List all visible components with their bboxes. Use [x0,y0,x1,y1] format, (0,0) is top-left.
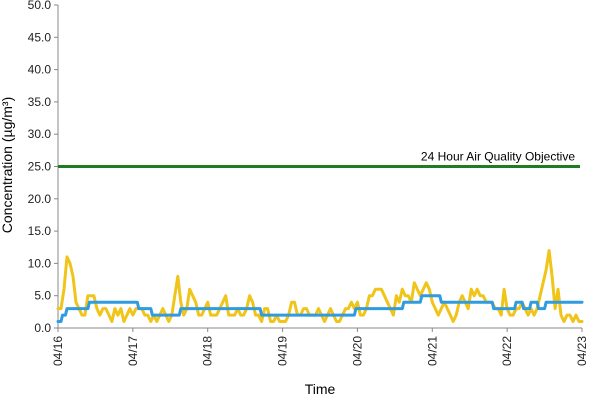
y-tick-label: 50.0 [28,0,52,12]
y-tick-label: 30.0 [28,127,52,141]
x-axis-title: Time [305,381,336,397]
y-tick-label: 15.0 [28,224,52,238]
x-tick-label: 04/16 [51,336,65,366]
x-tick-label: 04/21 [425,336,439,366]
air-quality-objective-label: 24 Hour Air Quality Objective [421,150,575,164]
y-tick-label: 25.0 [28,160,52,174]
x-tick-label: 04/22 [500,336,514,366]
series-line-2 [56,294,584,323]
y-tick-label: 45.0 [28,30,52,44]
y-tick-label: 0.0 [34,321,51,335]
series-line-1 [56,249,584,323]
x-tick-label: 04/17 [126,336,140,366]
y-axis-title: Concentration (µg/m³) [0,97,15,233]
y-tick-label: 40.0 [28,63,52,77]
y-tick-label: 20.0 [28,192,52,206]
y-tick-label: 5.0 [34,289,51,303]
x-tick-label: 04/23 [575,336,589,366]
x-tick-label: 04/18 [201,336,215,366]
x-tick-label: 04/20 [350,336,364,366]
y-tick-label: 35.0 [28,95,52,109]
x-tick-label: 04/19 [276,336,290,366]
y-tick-label: 10.0 [28,256,52,270]
